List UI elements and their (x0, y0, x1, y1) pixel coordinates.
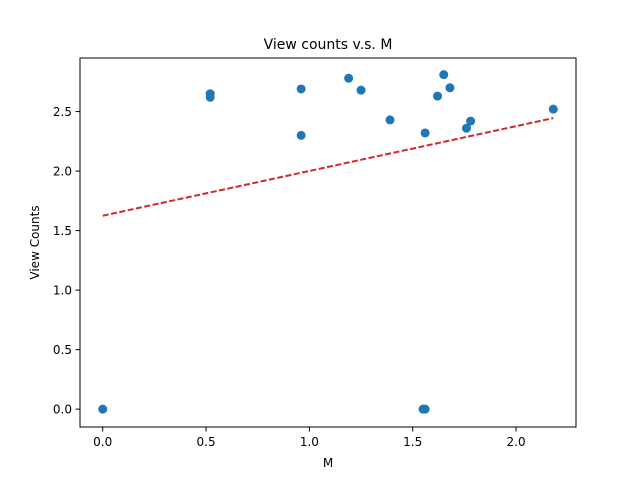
chart-title: View counts v.s. M (264, 37, 393, 53)
x-tick-label-3: 1.5 (403, 435, 422, 449)
x-tick-label-2: 1.0 (300, 435, 319, 449)
x-axis: 0.0 0.5 1.0 1.5 2.0 (93, 427, 526, 449)
data-point-6 (356, 85, 366, 95)
data-point-7 (385, 115, 395, 125)
data-point-5 (344, 73, 354, 83)
x-tick-label-4: 2.0 (507, 435, 526, 449)
plot-area (98, 70, 558, 414)
data-point-11 (433, 91, 443, 101)
y-axis: 0.0 0.5 1.0 1.5 2.0 2.5 (53, 105, 80, 417)
data-point-13 (445, 83, 455, 93)
data-point-10 (420, 128, 430, 138)
data-point-2 (205, 92, 215, 102)
y-axis-label: View Counts (28, 205, 42, 279)
y-tick-label-3: 1.5 (53, 224, 72, 238)
x-axis-label: M (323, 456, 333, 470)
y-tick-label-4: 2.0 (53, 165, 72, 179)
data-point-14 (461, 123, 471, 133)
y-tick-label-1: 0.5 (53, 343, 72, 357)
x-tick-label-0: 0.0 (93, 435, 112, 449)
y-tick-label-2: 1.0 (53, 284, 72, 298)
y-tick-label-0: 0.0 (53, 403, 72, 417)
data-point-0 (98, 404, 108, 414)
axes-frame (79, 57, 577, 428)
x-tick-label-1: 0.5 (197, 435, 216, 449)
data-point-12 (439, 70, 449, 80)
data-point-3 (296, 84, 306, 94)
y-tick-label-5: 2.5 (53, 105, 72, 119)
trend-line (102, 117, 554, 217)
data-point-9 (420, 404, 430, 414)
data-point-15 (466, 116, 476, 126)
data-point-16 (548, 104, 558, 114)
data-point-4 (296, 130, 306, 140)
